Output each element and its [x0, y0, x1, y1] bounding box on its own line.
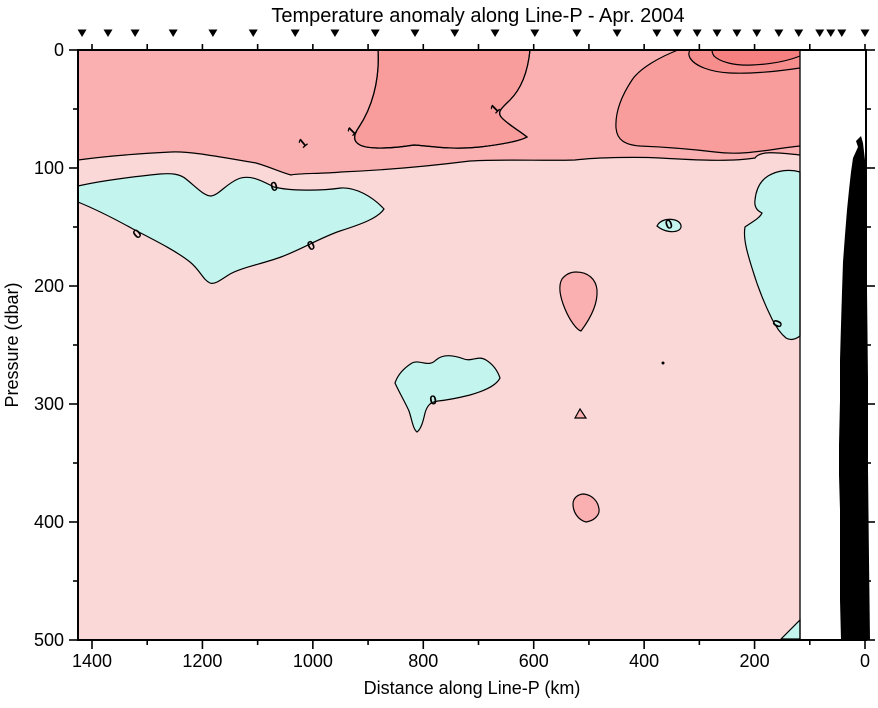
axis-tick-labels: 1400 1200 1000 800 600 400 200 0 0 100 200 300 400 50…: [34, 40, 870, 671]
y-axis-label: Pressure (dbar): [2, 282, 22, 407]
contour-label-0: 0: [269, 178, 280, 194]
contour-speck: [661, 361, 665, 365]
contour-line-0.5: [77, 151, 801, 176]
station-marker-triangle: [290, 29, 300, 37]
station-marker-triangle: [794, 29, 804, 37]
warm-spot-tiny-triangle: [573, 407, 588, 419]
station-marker-triangle: [77, 29, 87, 37]
station-marker-triangle: [774, 29, 784, 37]
station-marker-triangle: [652, 29, 662, 37]
warm-spot-upper: [559, 271, 598, 332]
contour-label-0: 0: [428, 392, 438, 408]
x-tick-label: 1400: [72, 651, 112, 671]
station-marker-triangle: [450, 29, 460, 37]
band-2-plus: [712, 50, 800, 66]
y-tick-label: 200: [34, 276, 64, 296]
x-tick-label: 1000: [293, 651, 333, 671]
station-marker-triangle: [168, 29, 178, 37]
station-marker-triangle: [130, 29, 140, 37]
axis-ticks: [69, 44, 875, 649]
contour-line-1-right: [615, 49, 801, 154]
cold-patch-east: [743, 169, 801, 341]
station-marker-triangle: [826, 29, 836, 37]
cold-patch-west: [77, 173, 385, 284]
contour-fill-bands: [78, 49, 800, 640]
station-marker-triangle: [692, 29, 702, 37]
station-marker-triangle: [672, 29, 682, 37]
warm-spot-lower: [572, 493, 600, 523]
cold-lens-small: [656, 218, 682, 233]
station-marker-triangle: [410, 29, 420, 37]
negative-anomaly-regions: [77, 169, 801, 640]
band-1-to-1.5-right: [615, 50, 800, 154]
station-marker-triangle: [612, 29, 622, 37]
contour-label-0: 0: [663, 216, 675, 233]
y-tick-label: 0: [54, 40, 64, 60]
cold-patch-middle: [394, 355, 501, 433]
x-axis-label: Distance along Line-P (km): [364, 678, 581, 698]
station-marker-triangle: [103, 29, 113, 37]
x-tick-label: 400: [629, 651, 659, 671]
station-marker-triangle: [752, 29, 762, 37]
station-marker-triangle: [490, 29, 500, 37]
station-marker-triangle: [208, 29, 218, 37]
x-tick-label: 1200: [182, 651, 222, 671]
contour-lines-upper: [77, 49, 801, 176]
contour-line-1-central: [354, 49, 531, 149]
contour-line-2: [711, 49, 801, 66]
station-markers: [77, 29, 870, 37]
station-marker-triangle: [712, 29, 722, 37]
station-marker-triangle: [732, 29, 742, 37]
station-marker-triangle: [370, 29, 380, 37]
contour-line-1.5: [688, 49, 801, 74]
band-1-to-1.5-central: [354, 49, 531, 149]
warm-spots: [559, 271, 665, 523]
x-tick-label: 800: [408, 651, 438, 671]
station-marker-triangle: [530, 29, 540, 37]
station-marker-triangle: [572, 29, 582, 37]
station-marker-triangle: [248, 29, 258, 37]
y-tick-label: 300: [34, 394, 64, 414]
station-marker-triangle: [815, 29, 825, 37]
y-tick-label: 400: [34, 512, 64, 532]
x-tick-label: 600: [519, 651, 549, 671]
y-tick-label: 100: [34, 158, 64, 178]
x-tick-label: 0: [860, 651, 870, 671]
chart-title: Temperature anomaly along Line-P - Apr. …: [271, 5, 684, 27]
station-marker-triangle: [837, 29, 847, 37]
bathymetry-profile: [839, 136, 870, 640]
station-marker-triangle: [860, 29, 870, 37]
x-tick-label: 200: [740, 651, 770, 671]
y-tick-label: 500: [34, 630, 64, 650]
station-marker-triangle: [330, 29, 340, 37]
